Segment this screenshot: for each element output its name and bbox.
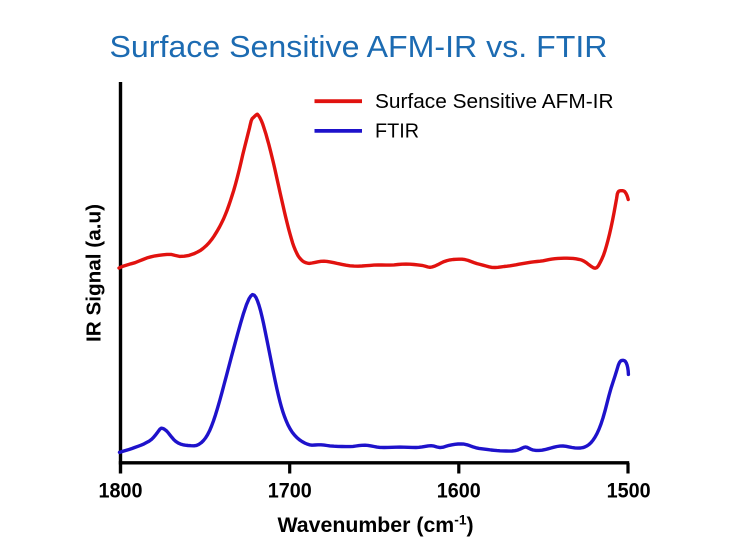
svg-text:1500: 1500 — [607, 480, 651, 503]
svg-text:FTIR: FTIR — [375, 120, 419, 142]
svg-text:Wavenumber (cm-1): Wavenumber (cm-1) — [278, 512, 474, 537]
svg-text:Surface Sensitive AFM-IR vs. F: Surface Sensitive AFM-IR vs. FTIR — [110, 29, 608, 64]
svg-text:IR Signal (a.u): IR Signal (a.u) — [83, 204, 106, 342]
svg-text:1700: 1700 — [268, 480, 312, 503]
svg-text:Surface Sensitive AFM-IR: Surface Sensitive AFM-IR — [375, 91, 614, 113]
svg-text:1800: 1800 — [99, 480, 143, 503]
svg-text:1600: 1600 — [437, 480, 481, 503]
